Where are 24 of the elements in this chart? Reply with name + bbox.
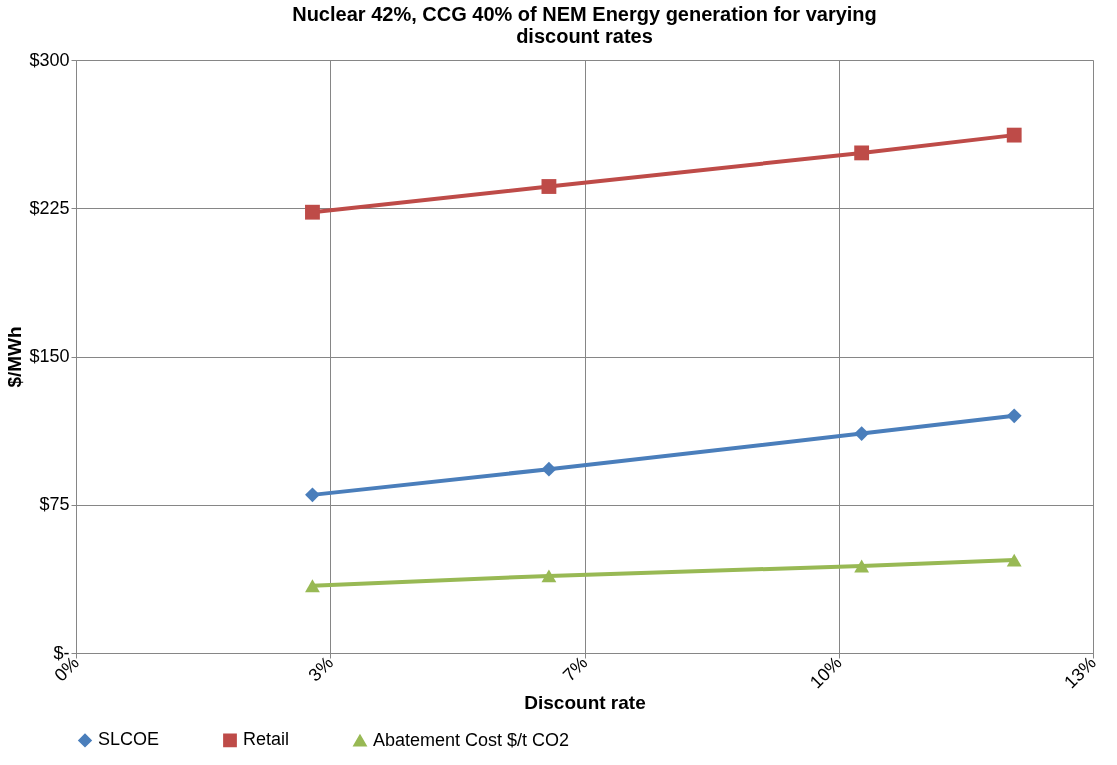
point [305, 487, 320, 503]
y-tick-label: $300 [29, 49, 70, 70]
y-tick-label: $150 [29, 346, 70, 366]
x-axis-title: Discount rate [524, 692, 646, 714]
point [541, 569, 557, 583]
y-axis-title: $/MWh [4, 326, 26, 388]
point [854, 145, 870, 161]
legend-label: Abatement Cost $/t CO2 [373, 729, 570, 750]
y-tick-label: $225 [29, 197, 70, 218]
chart-title: Nuclear 42%, CCG 40% of NEM Energy generation for varying discount rates [292, 3, 877, 47]
x-tick-label: 3% [304, 652, 338, 686]
point [305, 204, 320, 220]
point [1006, 408, 1022, 424]
point [541, 461, 557, 477]
legend-label: SLCOE [98, 729, 160, 750]
y-tick-label: $75 [39, 494, 70, 515]
point [854, 559, 870, 573]
point [541, 179, 557, 194]
x-tick-label: 7% [558, 652, 592, 686]
point [305, 579, 320, 593]
legend-label: Retail [243, 729, 290, 750]
point [1006, 127, 1022, 143]
point [854, 426, 870, 442]
point [1006, 553, 1022, 567]
